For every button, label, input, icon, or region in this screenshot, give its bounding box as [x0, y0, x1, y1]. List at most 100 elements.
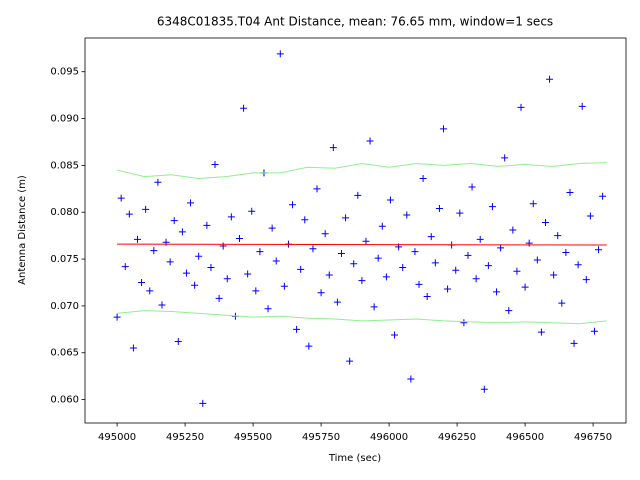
data-point: [138, 278, 146, 286]
data-point: [117, 194, 125, 202]
data-point: [509, 226, 517, 234]
data-point: [182, 269, 190, 277]
data-point: [435, 204, 443, 212]
data-point: [358, 277, 366, 285]
data-point: [280, 282, 288, 290]
data-point: [309, 245, 317, 253]
data-point: [215, 294, 223, 302]
data-point: [133, 235, 141, 243]
data-point: [444, 285, 452, 293]
data-point: [191, 281, 199, 289]
data-point: [460, 319, 468, 327]
data-point: [525, 239, 533, 247]
data-point: [154, 178, 162, 186]
data-point: [240, 104, 248, 112]
data-point: [558, 299, 566, 307]
data-point: [150, 247, 158, 255]
data-point: [505, 307, 513, 315]
data-point: [501, 154, 509, 162]
data-point: [325, 271, 333, 279]
data-point: [582, 276, 590, 284]
data-point: [346, 357, 354, 365]
data-point: [301, 216, 309, 224]
data-point: [566, 189, 574, 197]
data-point: [235, 234, 243, 242]
data-point: [337, 249, 345, 257]
data-point: [227, 213, 235, 221]
data-point: [554, 232, 562, 240]
data-point: [378, 222, 386, 230]
data-point: [488, 203, 496, 211]
data-point: [203, 221, 211, 229]
data-point: [350, 260, 358, 268]
data-point: [289, 201, 297, 209]
data-point: [533, 256, 541, 264]
y-tick-label: 0.095: [50, 67, 79, 78]
data-point: [199, 399, 207, 407]
x-tick-label: 495500: [234, 432, 272, 443]
x-tick-label: 495000: [98, 432, 136, 443]
data-point: [427, 233, 435, 241]
data-point: [370, 303, 378, 311]
data-point: [464, 251, 472, 259]
data-point: [207, 264, 215, 272]
data-point: [493, 288, 501, 296]
y-tick-label: 0.070: [50, 301, 79, 312]
axes-frame: [84, 37, 627, 424]
data-point: [321, 230, 329, 238]
y-tick-label: 0.060: [50, 395, 79, 406]
data-point: [329, 144, 337, 152]
data-line: [117, 243, 607, 246]
data-line: [116, 162, 607, 180]
y-tick-label: 0.080: [50, 207, 79, 218]
data-point: [223, 275, 231, 283]
data-point: [317, 289, 325, 297]
data-point: [407, 375, 415, 383]
data-point: [268, 224, 276, 232]
data-point: [174, 338, 182, 346]
data-line: [117, 310, 607, 325]
data-point: [178, 228, 186, 236]
data-point: [586, 212, 594, 220]
data-point: [570, 339, 578, 347]
x-tick-label: 495750: [302, 432, 340, 443]
data-point: [403, 211, 411, 219]
data-point: [595, 246, 603, 254]
data-point: [146, 287, 154, 295]
data-point: [562, 249, 570, 257]
data-point: [362, 237, 370, 245]
data-point: [366, 137, 374, 145]
data-point: [342, 214, 350, 222]
data-point: [521, 283, 529, 291]
data-point: [272, 257, 280, 265]
data-point: [374, 254, 382, 262]
x-axis-label: Time (sec): [328, 453, 381, 464]
data-point: [170, 217, 178, 225]
data-point: [158, 301, 166, 309]
x-tick-label: 496000: [370, 432, 408, 443]
data-point: [391, 331, 399, 339]
y-tick-label: 0.075: [50, 254, 79, 265]
data-point: [513, 267, 521, 275]
data-point: [382, 273, 390, 281]
data-point: [252, 287, 260, 295]
data-point: [590, 327, 598, 335]
x-tick-label: 496750: [574, 432, 612, 443]
plot-area: [113, 50, 607, 407]
data-point: [484, 262, 492, 270]
data-point: [517, 103, 525, 111]
data-point: [166, 258, 174, 266]
y-tick-label: 0.065: [50, 348, 79, 359]
x-tick-label: 496250: [438, 432, 476, 443]
data-point: [529, 200, 537, 208]
data-point: [354, 191, 362, 199]
data-point: [411, 248, 419, 256]
data-point: [399, 264, 407, 272]
y-axis-label: Antenna Distance (m): [17, 175, 28, 285]
data-point: [264, 305, 272, 313]
data-point: [211, 160, 219, 168]
y-tick-label: 0.085: [50, 160, 79, 171]
data-point: [297, 265, 305, 273]
data-point: [423, 293, 431, 301]
